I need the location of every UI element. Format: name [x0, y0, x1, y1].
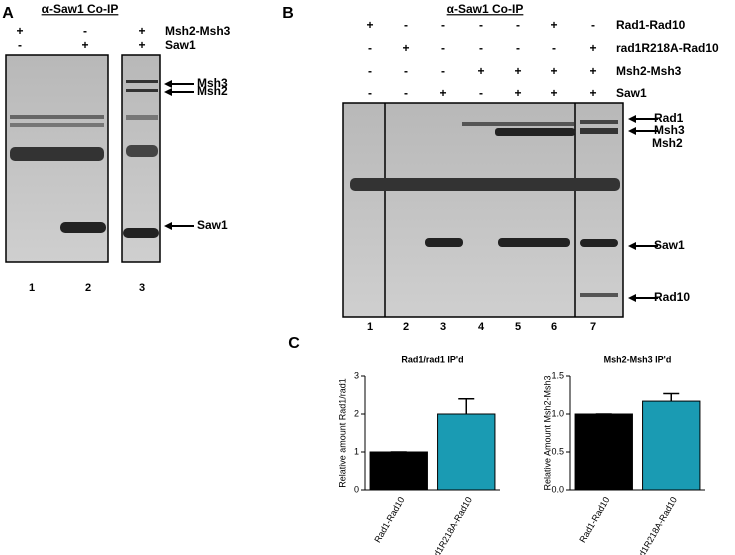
- condition-sign: +: [589, 86, 596, 100]
- arrow-head: [628, 115, 636, 123]
- condition-sign: -: [479, 18, 483, 32]
- condition-sign: +: [81, 38, 88, 52]
- condition-sign: -: [441, 41, 445, 55]
- band-label: Msh3: [197, 76, 228, 90]
- x-tick-label: Rad1-Rad10: [372, 495, 406, 544]
- condition-sign: +: [550, 18, 557, 32]
- condition-label: Msh2-Msh3: [616, 64, 682, 78]
- band-label: Msh2: [652, 136, 683, 150]
- band-label: Saw1: [197, 218, 228, 232]
- band-label: Msh3: [654, 123, 685, 137]
- condition-label: Rad1-Rad10: [616, 18, 686, 32]
- condition-sign: -: [404, 64, 408, 78]
- lane-number: 5: [515, 321, 521, 333]
- gel-a: [5, 54, 161, 263]
- y-tick-label: 1.5: [551, 370, 564, 380]
- band-label: Msh2: [197, 84, 228, 98]
- condition-sign: -: [404, 86, 408, 100]
- condition-sign: -: [441, 18, 445, 32]
- condition-sign: +: [550, 86, 557, 100]
- condition-label: rad1R218A-Rad10: [616, 41, 719, 55]
- x-tick-label: rad1R218A-Rad10: [633, 495, 679, 555]
- chart-title: Rad1/rad1 IP'd: [401, 354, 463, 364]
- panel-letter: B: [282, 5, 294, 22]
- lane-number: 3: [139, 282, 145, 294]
- band-label: Rad1: [654, 111, 684, 125]
- condition-sign: -: [18, 38, 22, 52]
- lane-number: 6: [551, 321, 557, 333]
- y-tick-label: 1.0: [551, 408, 564, 418]
- lane-number: 2: [85, 282, 91, 294]
- condition-sign: -: [552, 41, 556, 55]
- condition-sign: +: [514, 64, 521, 78]
- condition-sign: -: [516, 41, 520, 55]
- y-axis-label: Relative amount Rad1/rad1: [337, 378, 347, 488]
- y-tick-label: 0.0: [551, 484, 564, 494]
- condition-label: Saw1: [165, 38, 196, 52]
- condition-sign: +: [366, 18, 373, 32]
- lane-number: 1: [29, 282, 35, 294]
- arrow-head: [164, 80, 172, 88]
- condition-sign: +: [477, 64, 484, 78]
- panel-title: α-Saw1 Co-IP: [42, 2, 119, 16]
- chart-title: Msh2-Msh3 IP'd: [604, 354, 672, 364]
- panel-letter: C: [288, 335, 300, 352]
- lane-number: 2: [403, 321, 409, 333]
- condition-sign: +: [402, 41, 409, 55]
- condition-sign: -: [516, 18, 520, 32]
- condition-label: Saw1: [616, 86, 647, 100]
- condition-sign: -: [591, 18, 595, 32]
- condition-sign: +: [550, 64, 557, 78]
- lane-number: 7: [590, 321, 596, 333]
- y-tick-label: 0: [354, 484, 359, 494]
- bar: [642, 400, 701, 491]
- gel-b: [342, 102, 624, 318]
- condition-sign: +: [138, 38, 145, 52]
- condition-sign: -: [368, 86, 372, 100]
- panel-title: α-Saw1 Co-IP: [447, 2, 524, 16]
- y-tick-label: 2: [354, 408, 359, 418]
- y-tick-label: 0.5: [551, 446, 564, 456]
- condition-sign: +: [16, 24, 23, 38]
- condition-sign: -: [368, 41, 372, 55]
- panel-letter: A: [2, 5, 14, 22]
- condition-sign: +: [589, 64, 596, 78]
- x-tick-label: rad1R218A-Rad10: [428, 495, 474, 555]
- condition-sign: +: [514, 86, 521, 100]
- y-tick-label: 3: [354, 370, 359, 380]
- condition-label: Msh2-Msh3: [165, 24, 231, 38]
- arrow-head: [628, 294, 636, 302]
- lane-number: 1: [367, 321, 373, 333]
- condition-sign: -: [404, 18, 408, 32]
- band-label: Saw1: [654, 238, 685, 252]
- y-tick-label: 1: [354, 446, 359, 456]
- condition-sign: -: [368, 64, 372, 78]
- lane-number: 4: [478, 321, 485, 333]
- condition-sign: -: [479, 41, 483, 55]
- condition-sign: +: [138, 24, 145, 38]
- condition-sign: -: [479, 86, 483, 100]
- arrow-head: [628, 127, 636, 135]
- arrow-head: [164, 222, 172, 230]
- arrow-head: [164, 88, 172, 96]
- bar: [437, 413, 496, 491]
- bar: [369, 451, 428, 491]
- arrow-head: [628, 242, 636, 250]
- condition-sign: -: [441, 64, 445, 78]
- condition-sign: -: [83, 24, 87, 38]
- x-tick-label: Rad1-Rad10: [577, 495, 611, 544]
- condition-sign: +: [589, 41, 596, 55]
- y-axis-label: Relative Amount Msh2-Msh3: [542, 375, 552, 490]
- band-label: Rad10: [654, 290, 690, 304]
- condition-sign: +: [439, 86, 446, 100]
- lane-number: 3: [440, 321, 446, 333]
- error-bar: [663, 392, 680, 402]
- bar: [574, 413, 633, 491]
- error-bar: [458, 398, 475, 414]
